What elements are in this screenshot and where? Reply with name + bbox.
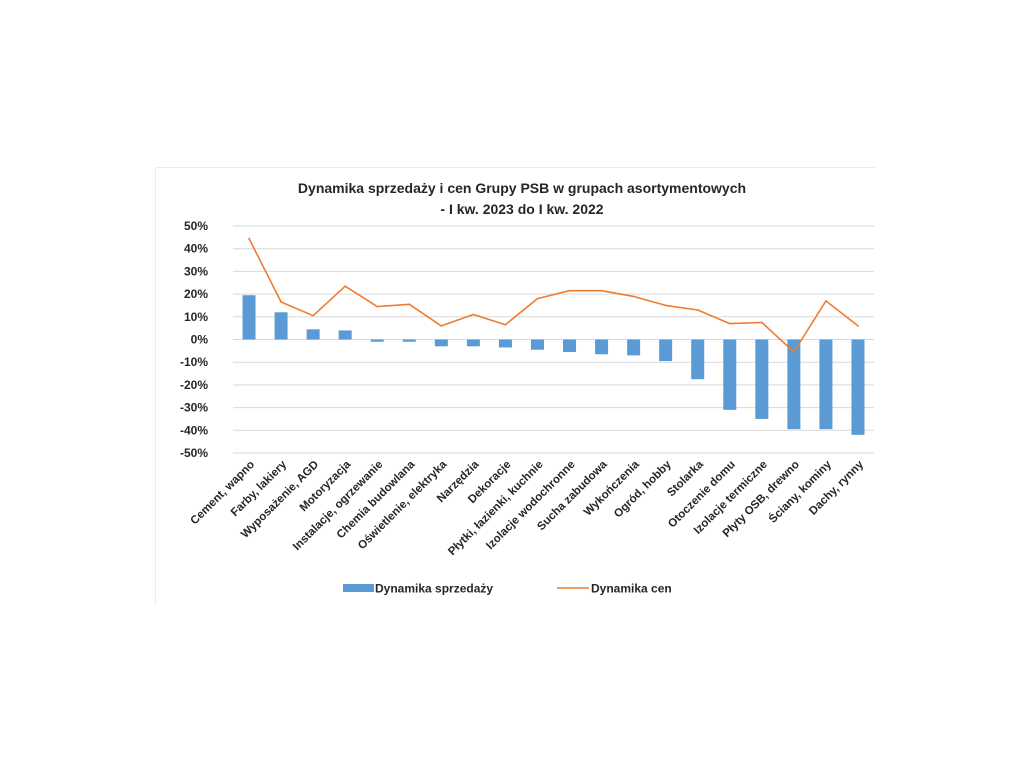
bar: [306, 329, 320, 340]
price-line: [248, 238, 859, 353]
line-point: [664, 304, 667, 307]
bar: [563, 339, 577, 352]
line-point: [440, 324, 443, 327]
line-point: [728, 322, 731, 325]
y-tick-label: 20%: [184, 287, 208, 301]
bar: [242, 295, 256, 340]
line-point: [792, 351, 795, 353]
bar: [434, 339, 448, 347]
line-point: [825, 300, 827, 302]
bar: [466, 339, 480, 347]
line-point: [408, 303, 411, 306]
line-point: [696, 309, 699, 311]
bar: [851, 339, 865, 435]
legend: Dynamika sprzedaży Dynamika cen: [343, 582, 672, 596]
bar: [691, 339, 705, 380]
y-tick-label: -30%: [180, 401, 208, 415]
line-point: [376, 305, 379, 308]
line-point: [248, 237, 250, 240]
bar: [723, 339, 737, 410]
line-point: [632, 295, 635, 298]
bar: [402, 339, 416, 342]
bar: [338, 330, 352, 340]
y-tick-label: 40%: [184, 242, 208, 256]
x-category-label: Farby, lakiery: [229, 458, 290, 519]
bar: [659, 339, 673, 362]
y-tick-label: 50%: [184, 219, 208, 233]
bar: [274, 312, 288, 340]
line-series: [248, 237, 859, 353]
y-tick-label: 0%: [191, 333, 209, 347]
gridlines: [233, 225, 874, 454]
bar: [530, 339, 544, 350]
line-point: [600, 289, 603, 292]
line-point: [504, 323, 507, 326]
line-point: [568, 289, 571, 292]
y-axis-ticks: 50% 40% 30% 20% 10% 0% -10% -20% -30% -40% -50%: [180, 219, 208, 460]
y-tick-label: -40%: [180, 423, 208, 437]
bar: [498, 339, 512, 348]
bar: [370, 339, 384, 342]
bar: [755, 339, 769, 419]
line-point: [472, 313, 475, 316]
bar-series: [242, 295, 865, 435]
x-category-label: Wykończenia: [582, 458, 642, 518]
y-tick-label: 30%: [184, 264, 208, 278]
line-point: [760, 321, 763, 324]
legend-line-label: Dynamika cen: [591, 582, 672, 596]
bar: [595, 339, 609, 355]
legend-bar-swatch: [343, 584, 374, 592]
bar: [787, 339, 801, 430]
x-category-label: Ogród, hobby: [612, 458, 674, 520]
legend-bar-label: Dynamika sprzedaży: [375, 582, 493, 596]
line-point: [344, 285, 347, 288]
chart-area: Dynamika sprzedaży i cen Grupy PSB w gru…: [155, 167, 875, 605]
line-point: [312, 314, 315, 317]
line-point: [536, 297, 539, 300]
y-tick-label: -50%: [180, 446, 208, 460]
bar: [819, 339, 833, 430]
chart-subtitle: - I kw. 2023 do I kw. 2022: [440, 201, 603, 217]
y-tick-label: -20%: [180, 378, 208, 392]
line-point: [280, 301, 282, 303]
y-tick-label: 10%: [184, 310, 208, 324]
bar: [627, 339, 641, 356]
y-tick-label: -10%: [180, 355, 208, 369]
chart-svg: Dynamika sprzedaży i cen Grupy PSB w gru…: [180, 180, 874, 596]
line-point: [857, 324, 859, 327]
chart-title: Dynamika sprzedaży i cen Grupy PSB w gru…: [298, 180, 746, 196]
